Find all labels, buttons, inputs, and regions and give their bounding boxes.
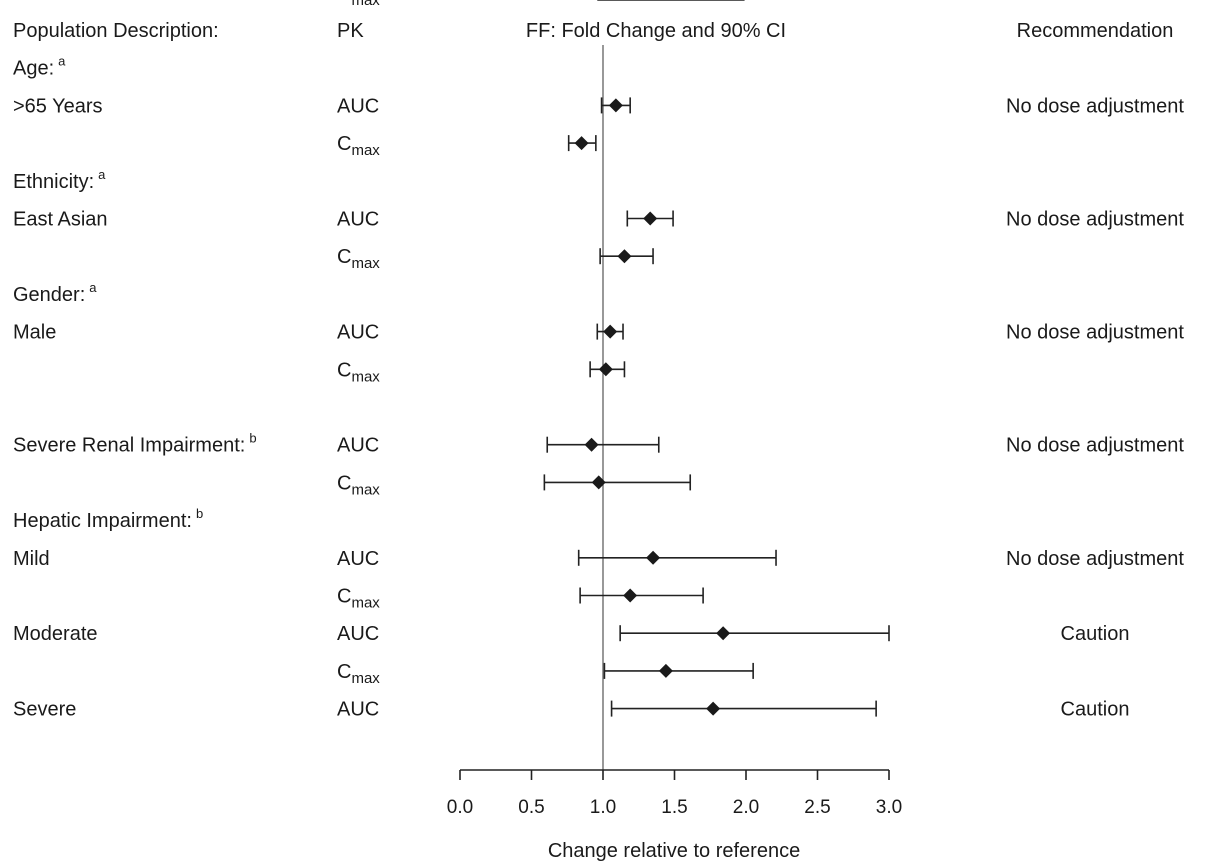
- pk-parameter: AUC: [337, 209, 379, 231]
- point-estimate-marker: [584, 437, 599, 452]
- population-label: >65 Years: [13, 95, 103, 117]
- pk-parameter: C: [337, 472, 351, 494]
- pk-label: Cmax: [337, 359, 380, 385]
- group-label-superscript: a: [98, 167, 106, 182]
- recommendation-text: Caution: [1061, 623, 1130, 645]
- pk-parameter-subscript: max: [351, 368, 380, 385]
- recommendation-text: No dose adjustment: [1006, 95, 1184, 117]
- recommendation-text: No dose adjustment: [1006, 548, 1184, 570]
- pk-label: Cmax: [337, 246, 380, 272]
- recommendation-text: No dose adjustment: [1006, 209, 1184, 231]
- population-label: Severe Renal Impairment:: [13, 435, 245, 457]
- recommendation-text: Caution: [1061, 699, 1130, 721]
- pk-parameter: C: [337, 133, 351, 155]
- pk-label: AUC: [337, 322, 379, 344]
- population-label: East Asian: [13, 209, 108, 231]
- x-tick-label: 0.5: [518, 797, 544, 818]
- point-estimate-marker: [608, 98, 623, 113]
- point-estimate-marker: [598, 362, 613, 377]
- pk-parameter: AUC: [337, 699, 379, 721]
- group-label: Age:: [13, 58, 54, 80]
- pk-parameter: AUC: [337, 95, 379, 117]
- point-estimate-marker: [646, 550, 661, 565]
- pk-parameter-subscript: max: [351, 255, 380, 272]
- pk-label: Cmax: [337, 661, 380, 687]
- point-estimate-marker: [643, 211, 658, 226]
- x-axis-label: Change relative to reference: [548, 840, 800, 862]
- group-label: Ethnicity:: [13, 171, 94, 193]
- pk-label: AUC: [337, 95, 379, 117]
- x-tick-label: 0.0: [447, 797, 473, 818]
- population-label: Severe: [13, 699, 76, 721]
- point-estimate-marker: [617, 249, 632, 264]
- pk-parameter-subscript: max: [351, 670, 380, 687]
- pk-label: AUC: [337, 435, 379, 457]
- pk-parameter: C: [337, 246, 351, 268]
- pk-parameter-subscript: max: [351, 142, 380, 159]
- population-label-superscript: b: [249, 431, 256, 446]
- x-tick-label: 2.5: [804, 797, 830, 818]
- header-pk: PK: [337, 20, 364, 42]
- header-ff: FF: Fold Change and 90% CI: [526, 20, 786, 42]
- pk-parameter: C: [337, 0, 351, 5]
- group-label-superscript: a: [89, 280, 97, 295]
- point-estimate-marker: [574, 136, 589, 151]
- pk-parameter: AUC: [337, 623, 379, 645]
- pk-parameter-subscript: max: [351, 0, 380, 9]
- population-label: Moderate: [13, 623, 98, 645]
- recommendation-text: No dose adjustment: [1006, 435, 1184, 457]
- group-label: Hepatic Impairment:: [13, 510, 192, 532]
- pk-parameter: C: [337, 661, 351, 683]
- pk-parameter: AUC: [337, 435, 379, 457]
- point-estimate-marker: [716, 626, 731, 641]
- pk-label: AUC: [337, 548, 379, 570]
- point-estimate-marker: [591, 475, 606, 490]
- pk-parameter: C: [337, 359, 351, 381]
- pk-label: Cmax: [337, 0, 380, 9]
- point-estimate-marker: [658, 663, 673, 678]
- recommendation-text: No dose adjustment: [1006, 322, 1184, 344]
- group-label-superscript: b: [196, 506, 203, 521]
- pk-label: Cmax: [337, 586, 380, 612]
- x-tick-label: 1.5: [661, 797, 687, 818]
- pk-label: Cmax: [337, 133, 380, 159]
- pk-parameter-subscript: max: [351, 595, 380, 612]
- x-tick-label: 3.0: [876, 797, 902, 818]
- population-label: Mild: [13, 548, 50, 570]
- pk-parameter: C: [337, 586, 351, 608]
- pk-label: Cmax: [337, 472, 380, 498]
- header-population: Population Description:: [13, 20, 219, 42]
- pk-label: AUC: [337, 209, 379, 231]
- group-label: Gender:: [13, 284, 85, 306]
- pk-label: AUC: [337, 699, 379, 721]
- pk-label: AUC: [337, 623, 379, 645]
- point-estimate-marker: [706, 701, 721, 716]
- pk-parameter: AUC: [337, 548, 379, 570]
- header-recommendation: Recommendation: [1017, 20, 1174, 42]
- pk-parameter: AUC: [337, 322, 379, 344]
- x-tick-label: 1.0: [590, 797, 616, 818]
- group-label-superscript: a: [58, 54, 66, 69]
- population-label: Male: [13, 322, 56, 344]
- x-tick-label: 2.0: [733, 797, 759, 818]
- plot-area: Age: a >65 Years No dose adjustment AUC Cmax E…: [13, 0, 1184, 862]
- point-estimate-marker: [623, 588, 638, 603]
- pk-parameter-subscript: max: [351, 481, 380, 498]
- point-estimate-marker: [603, 324, 618, 339]
